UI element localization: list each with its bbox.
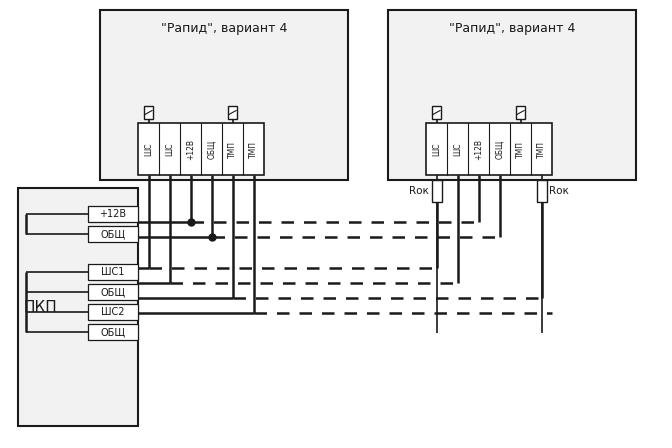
Bar [426,123,552,175]
Text: Rок: Rок [409,186,429,196]
Text: ШС: ШС [453,142,462,156]
Text: ОБЩ: ОБЩ [101,229,126,239]
Text: ТМП: ТМП [537,141,546,158]
Bar [431,180,442,202]
Text: ШС: ШС [165,142,174,156]
Text: +12В: +12В [99,209,126,219]
Bar [144,106,153,119]
Bar [138,123,264,175]
Bar [88,304,138,320]
Bar [228,106,237,119]
Bar [88,324,138,340]
Bar [88,206,138,222]
Text: +12В: +12В [186,138,195,159]
Bar [516,106,525,119]
Bar [18,188,138,426]
Text: ОБЩ: ОБЩ [495,139,504,159]
Text: ТМП: ТМП [516,141,525,158]
Text: Rок: Rок [550,186,569,196]
Text: ОБЩ: ОБЩ [101,327,126,337]
Bar [100,10,348,180]
Text: "Рапид", вариант 4: "Рапид", вариант 4 [449,22,575,34]
Text: "Рапид", вариант 4: "Рапид", вариант 4 [161,22,287,34]
Text: +12В: +12В [474,138,483,159]
Text: ТМП: ТМП [228,141,237,158]
Bar [536,180,546,202]
Bar [88,284,138,300]
Text: ОБЩ: ОБЩ [101,287,126,297]
Text: ШС: ШС [432,142,441,156]
Bar [388,10,636,180]
Text: ОБЩ: ОБЩ [207,139,216,159]
Text: ТМП: ТМП [249,141,258,158]
Bar [432,106,441,119]
Bar [88,226,138,242]
Text: ПКП: ПКП [23,300,57,314]
Text: ШС: ШС [144,142,153,156]
Text: ШС1: ШС1 [101,267,125,277]
Text: ШС2: ШС2 [101,307,125,317]
Bar [88,264,138,280]
